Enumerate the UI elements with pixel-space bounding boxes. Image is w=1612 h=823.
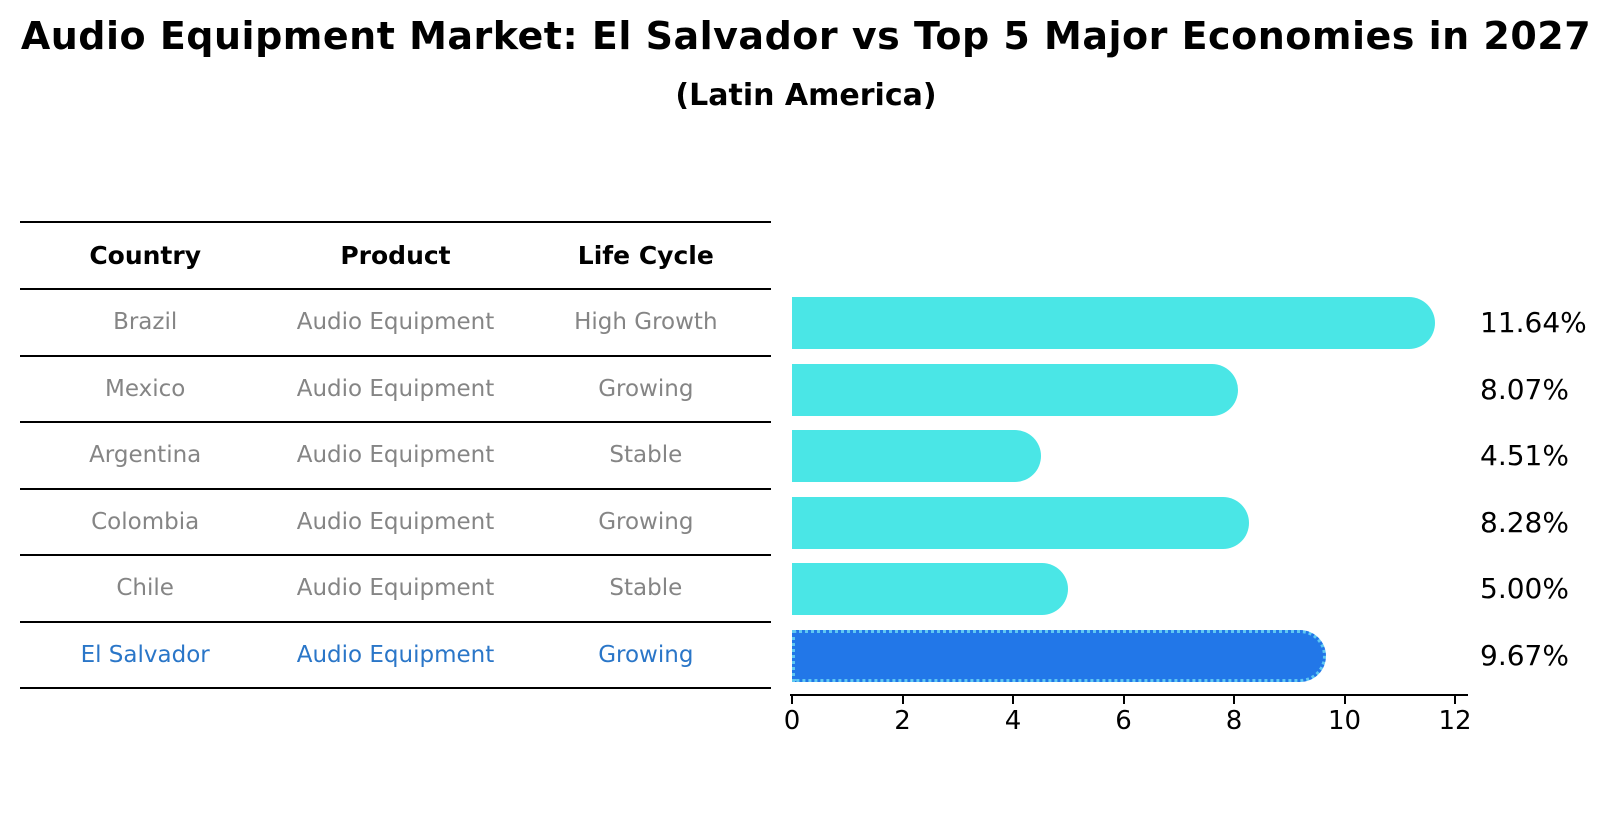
- bar-brazil: [792, 297, 1436, 350]
- column-header-product: Product: [340, 241, 451, 270]
- country-cell: El Salvador: [80, 641, 210, 668]
- tick-label: 12: [1438, 706, 1472, 736]
- country-cell: Chile: [116, 575, 174, 602]
- product-cell: Audio Equipment: [296, 375, 495, 402]
- life-cycle-cell: Growing: [598, 508, 694, 535]
- bar-argentina: [792, 430, 1042, 483]
- table-row-el-salvador: El Salvador Audio Equipment Growing: [20, 623, 771, 689]
- country-table: Country Product Life Cycle Brazil Audio …: [20, 221, 771, 689]
- bar-value-label: 8.28%: [1480, 505, 1569, 539]
- chart-title: Audio Equipment Market: El Salvador vs T…: [20, 14, 1592, 58]
- country-cell: Colombia: [91, 508, 200, 535]
- bar-value-label: 11.64%: [1480, 306, 1587, 340]
- table-header-row: Country Product Life Cycle: [20, 223, 771, 290]
- product-cell: Audio Equipment: [296, 442, 495, 469]
- column-header-country: Country: [89, 241, 202, 270]
- x-axis-line: [790, 694, 1468, 696]
- country-cell: Argentina: [89, 442, 202, 469]
- table-row: Argentina Audio Equipment Stable: [20, 423, 771, 490]
- table-row: Chile Audio Equipment Stable: [20, 556, 771, 623]
- life-cycle-cell: Growing: [598, 375, 694, 402]
- tick-mark: [901, 694, 904, 704]
- tick-label: 4: [1004, 706, 1022, 736]
- tick-mark: [1233, 694, 1235, 704]
- bar-value-label: 4.51%: [1480, 439, 1569, 473]
- country-cell: Mexico: [105, 375, 186, 402]
- tick-label: 2: [894, 706, 911, 736]
- bar-value-label: 5.00%: [1480, 572, 1569, 606]
- tick-label: 6: [1115, 706, 1132, 736]
- bar-mexico: [792, 363, 1238, 416]
- product-cell: Audio Equipment: [296, 641, 495, 668]
- bar-el-salvador: [792, 629, 1327, 682]
- table-row: Colombia Audio Equipment Growing: [20, 490, 771, 556]
- tick-label: 8: [1225, 706, 1243, 736]
- tick-mark: [1343, 694, 1346, 704]
- country-cell: Brazil: [113, 309, 178, 336]
- tick-mark: [1012, 694, 1014, 704]
- chart-subtitle: (Latin America): [675, 78, 937, 113]
- tick-mark: [1122, 694, 1125, 704]
- bar-chile: [792, 563, 1069, 616]
- product-cell: Audio Equipment: [296, 508, 495, 535]
- table-row: Mexico Audio Equipment Growing: [20, 357, 771, 423]
- tick-mark: [1454, 694, 1456, 704]
- product-cell: Audio Equipment: [296, 575, 495, 602]
- life-cycle-cell: Growing: [598, 641, 694, 668]
- life-cycle-cell: High Growth: [574, 309, 718, 336]
- bar-value-label: 8.07%: [1480, 372, 1569, 406]
- column-header-life-cycle: Life Cycle: [577, 241, 714, 270]
- life-cycle-cell: Stable: [609, 575, 683, 602]
- bar-colombia: [792, 496, 1250, 549]
- life-cycle-cell: Stable: [609, 442, 683, 469]
- tick-label: 0: [783, 706, 801, 736]
- bar-value-label: 9.67%: [1480, 638, 1569, 672]
- product-cell: Audio Equipment: [296, 309, 495, 336]
- table-row: Brazil Audio Equipment High Growth: [20, 290, 771, 357]
- tick-mark: [791, 694, 793, 704]
- tick-label: 10: [1327, 706, 1362, 736]
